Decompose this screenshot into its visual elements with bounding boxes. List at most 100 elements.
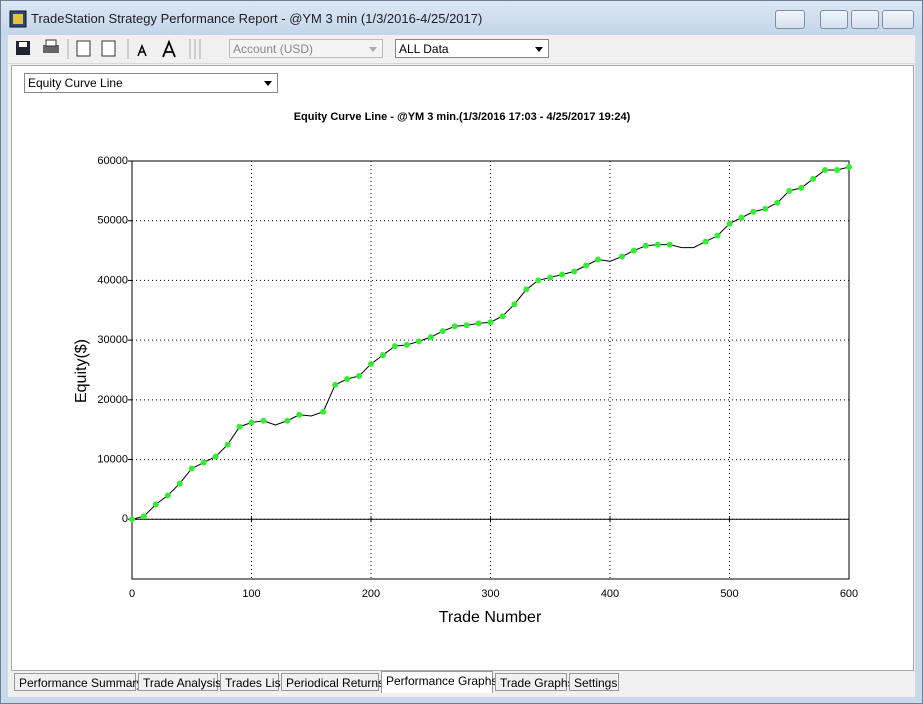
tab[interactable]: Trades List xyxy=(220,673,284,691)
tab[interactable]: Periodical Returns xyxy=(281,673,384,691)
tab[interactable]: Trade Analysis xyxy=(138,673,221,691)
y-tick-label: 60000 xyxy=(97,155,128,167)
range-dropdown[interactable]: ALL Data xyxy=(395,39,549,58)
new-high-marker xyxy=(129,516,135,523)
new-high-marker xyxy=(499,313,506,320)
y-tick-label: 20000 xyxy=(97,394,128,406)
print-paper xyxy=(45,39,57,47)
new-high-marker xyxy=(332,381,339,388)
graph-type-dropdown[interactable]: Equity Curve Line xyxy=(24,73,278,93)
chart: Equity Curve Line - @YM 3 min.(1/3/2016 … xyxy=(73,111,858,626)
new-high-marker xyxy=(834,166,841,173)
new-high-marker xyxy=(762,205,769,212)
new-high-marker xyxy=(523,286,530,293)
y-tick-label: 50000 xyxy=(97,215,128,227)
new-high-marker xyxy=(368,361,374,368)
new-high-marker xyxy=(403,341,410,348)
refresh-icon[interactable] xyxy=(76,40,91,57)
y-tick-label: 0 xyxy=(122,513,128,525)
new-high-marker xyxy=(451,323,458,330)
tab[interactable]: Performance Graphs xyxy=(381,671,497,693)
font-larger-icon[interactable] xyxy=(162,39,176,58)
new-high-marker xyxy=(846,163,852,170)
new-high-marker xyxy=(630,247,637,254)
x-tick-label: 0 xyxy=(129,588,135,600)
client-area: Account (USD) ALL Data Equity Curve Line… xyxy=(8,35,915,697)
tab[interactable]: Performance Summary xyxy=(14,673,142,691)
minimize-button[interactable] xyxy=(820,10,848,29)
tab[interactable]: Settings xyxy=(569,673,619,691)
new-high-marker xyxy=(511,301,518,308)
plot-frame xyxy=(131,160,850,580)
new-high-marker xyxy=(774,199,781,206)
new-high-marker xyxy=(750,208,757,215)
close-button[interactable] xyxy=(882,10,914,29)
window-title: TradeStation Strategy Performance Report… xyxy=(31,11,483,26)
print-icon[interactable] xyxy=(43,45,59,53)
new-high-marker xyxy=(702,238,709,245)
new-high-marker xyxy=(654,241,661,248)
new-high-marker xyxy=(571,268,578,275)
new-high-marker xyxy=(439,328,446,335)
new-high-marker xyxy=(379,352,386,359)
new-high-marker xyxy=(559,271,566,278)
save-icon-label xyxy=(19,42,27,47)
properties-icon[interactable] xyxy=(101,40,116,57)
account-dropdown[interactable]: Account (USD) xyxy=(229,39,383,58)
new-high-marker xyxy=(320,408,327,415)
new-high-marker xyxy=(356,372,363,379)
tab[interactable]: Trade Graphs xyxy=(495,673,574,691)
y-axis-label: Equity($) xyxy=(73,339,90,403)
new-high-marker xyxy=(786,187,793,194)
new-high-marker xyxy=(487,319,494,326)
new-high-marker xyxy=(212,453,219,460)
new-high-marker xyxy=(224,441,231,448)
x-tick-label: 600 xyxy=(840,588,858,600)
new-high-marker xyxy=(535,277,542,284)
y-tick-label: 40000 xyxy=(97,274,128,286)
new-high-marker xyxy=(140,513,147,520)
new-high-marker xyxy=(260,417,267,424)
new-high-marker xyxy=(822,166,829,173)
new-high-marker xyxy=(666,241,673,248)
toolbar: Account (USD) ALL Data xyxy=(8,35,915,64)
new-high-marker xyxy=(248,419,255,426)
graph-panel: Equity Curve Line Equity Curve Line - @Y… xyxy=(11,65,914,671)
new-high-marker xyxy=(236,423,243,430)
new-high-marker xyxy=(642,242,649,249)
new-high-marker xyxy=(726,220,733,227)
x-tick-label: 500 xyxy=(720,588,738,600)
new-high-marker xyxy=(798,184,805,191)
new-high-marker xyxy=(188,465,195,472)
new-high-marker xyxy=(344,375,351,382)
new-high-marker xyxy=(463,322,470,329)
new-high-marker xyxy=(547,274,554,281)
x-tick-label: 200 xyxy=(362,588,380,600)
new-high-marker xyxy=(200,459,207,466)
new-high-marker xyxy=(810,175,817,182)
x-tick-label: 400 xyxy=(601,588,619,600)
font-smaller-icon[interactable] xyxy=(137,43,147,57)
app-icon xyxy=(9,10,27,28)
x-tick-label: 100 xyxy=(242,588,260,600)
toolbar-icons xyxy=(16,39,201,59)
new-high-marker xyxy=(427,334,434,341)
new-high-marker xyxy=(152,501,159,508)
x-tick-label: 300 xyxy=(481,588,499,600)
new-high-marker xyxy=(391,343,398,350)
new-high-marker xyxy=(296,411,303,418)
new-high-marker xyxy=(284,417,291,424)
new-high-marker xyxy=(415,338,422,345)
new-high-marker xyxy=(714,232,721,239)
new-high-marker xyxy=(595,256,602,263)
y-tick-label: 30000 xyxy=(97,334,128,346)
title-bar: TradeStation Strategy Performance Report… xyxy=(1,1,922,35)
restore-arrows-button[interactable] xyxy=(775,10,805,29)
maximize-button[interactable] xyxy=(851,10,879,29)
chart-title: Equity Curve Line - @YM 3 min.(1/3/2016 … xyxy=(294,111,631,123)
new-high-marker xyxy=(738,214,745,221)
new-high-marker xyxy=(176,480,183,487)
new-high-marker xyxy=(164,492,171,499)
new-high-marker xyxy=(475,320,482,327)
